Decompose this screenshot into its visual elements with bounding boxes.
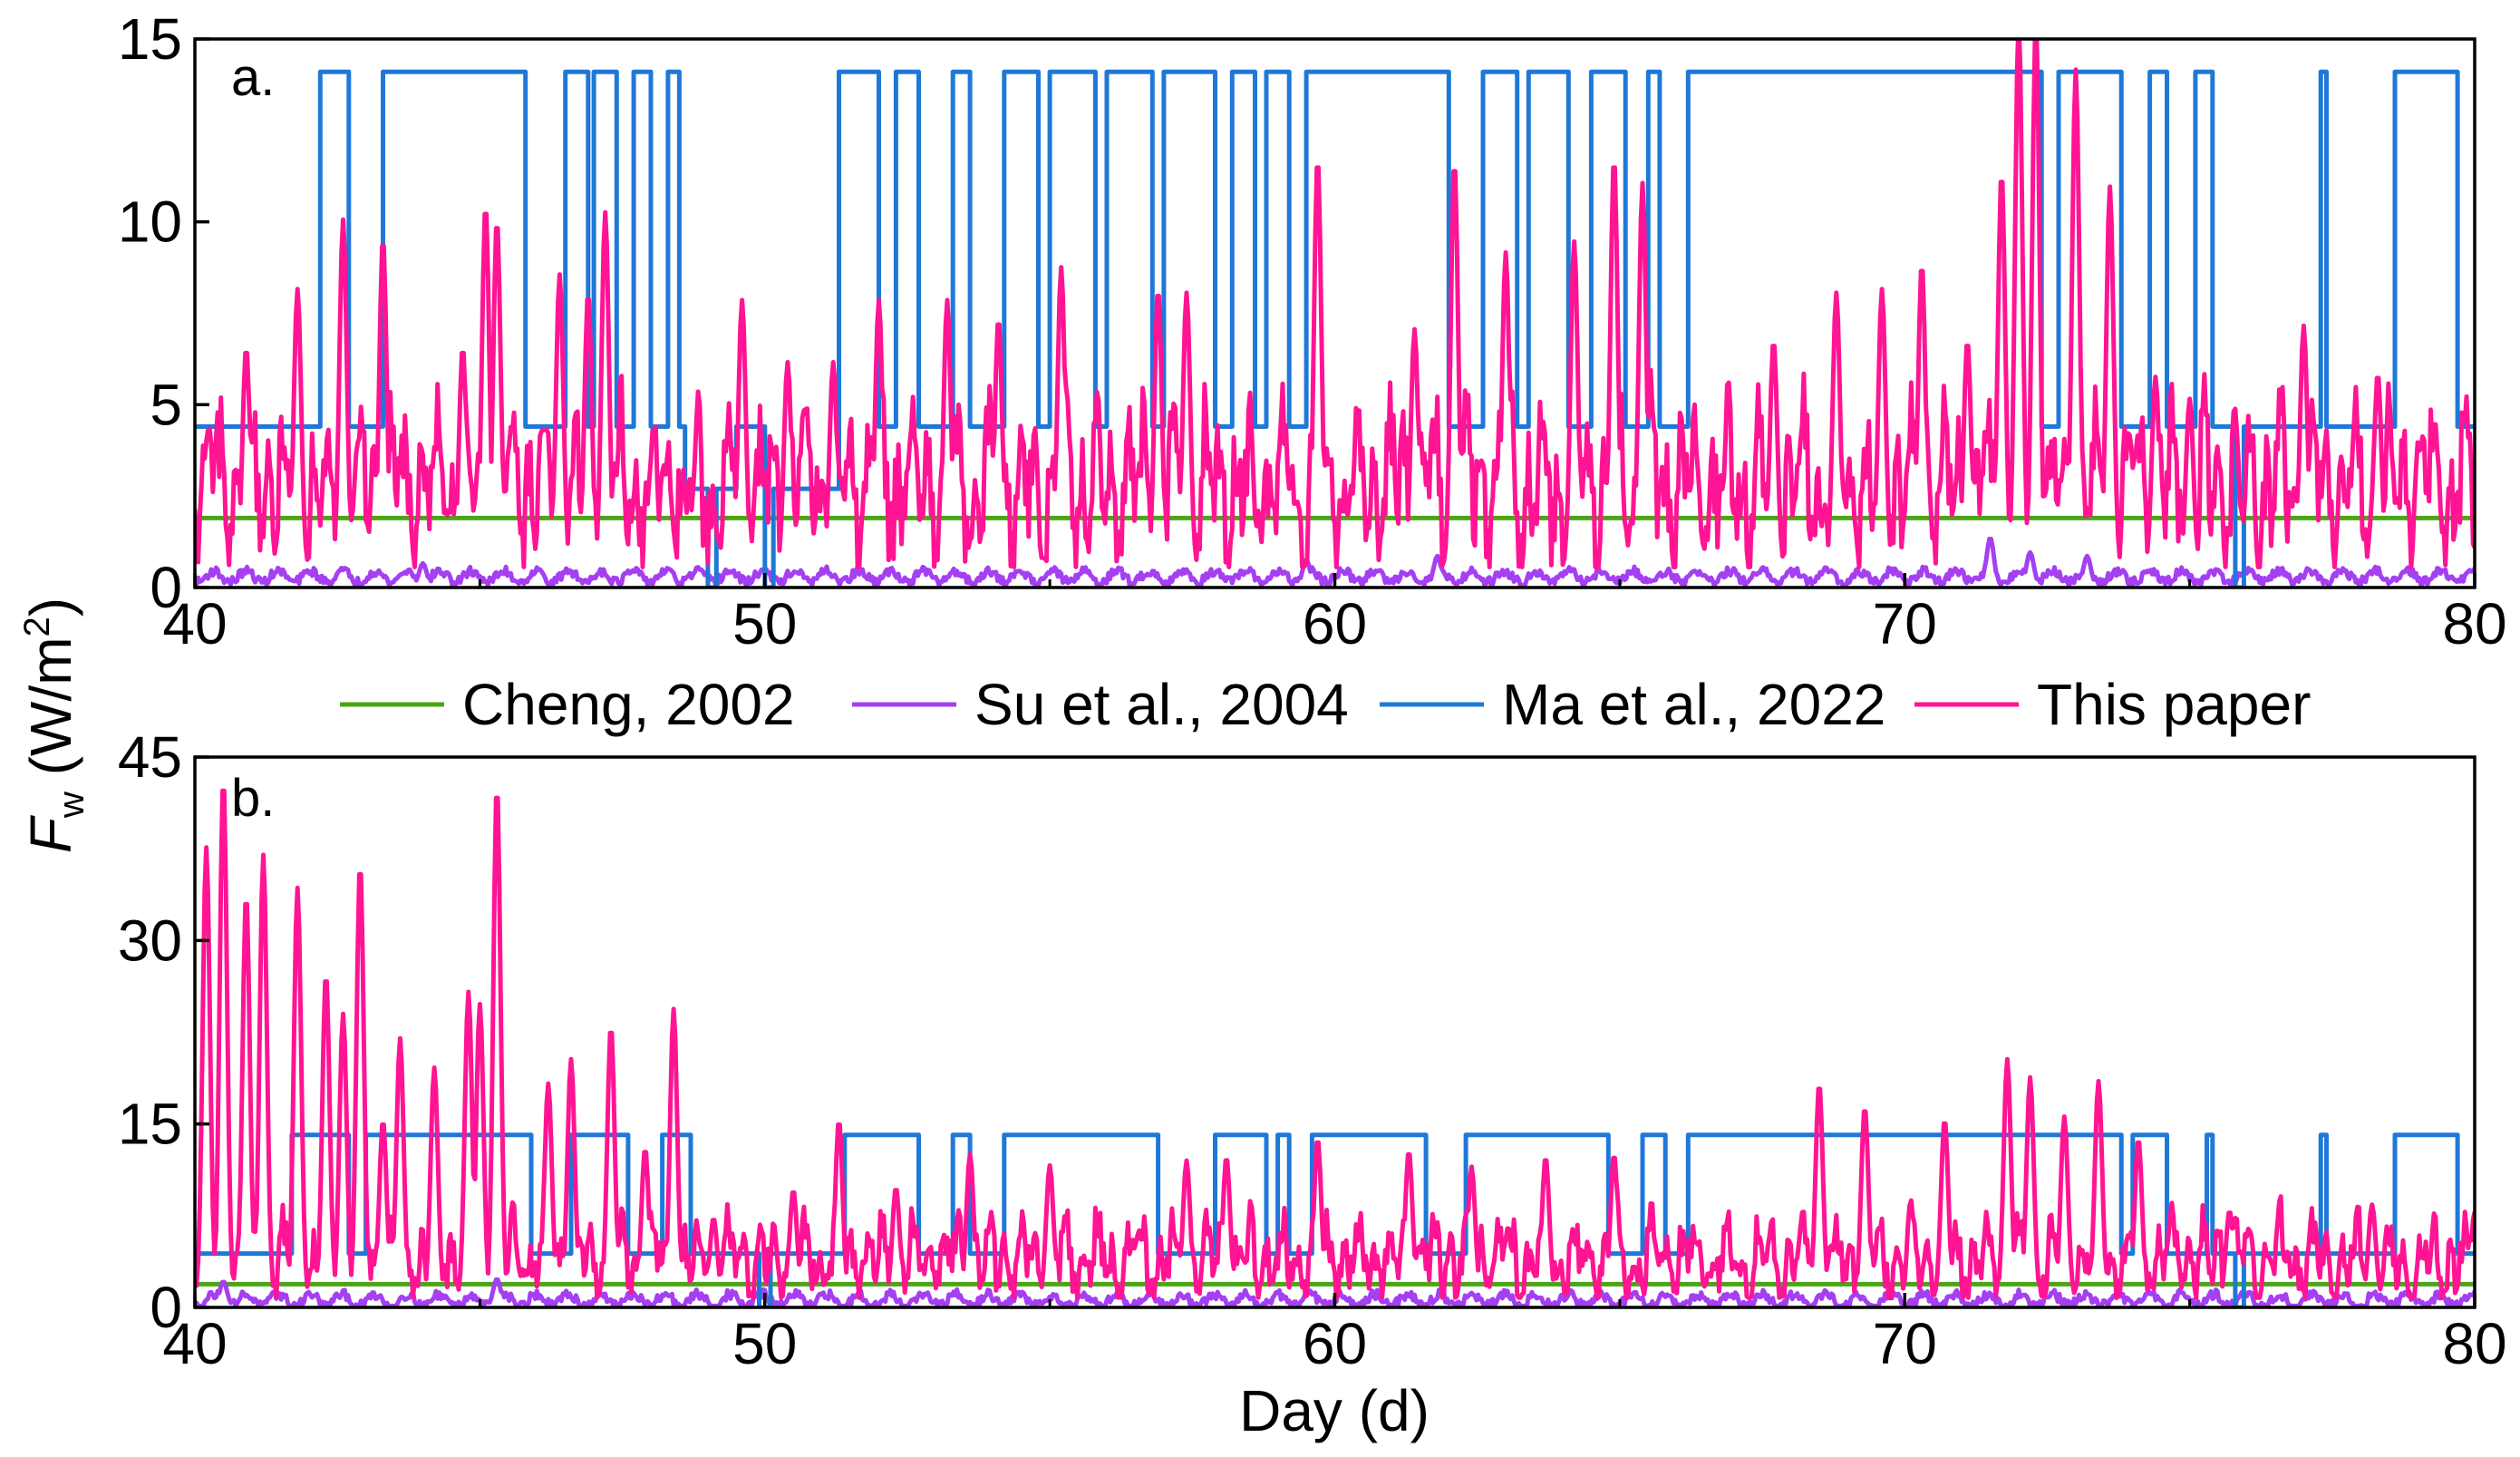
y-axis-close: ) <box>18 597 83 617</box>
x-tick-label-b-50: 50 <box>732 1311 797 1376</box>
legend-label-2: Ma et al., 2022 <box>1502 672 1885 737</box>
y-tick-label-a-5: 5 <box>150 372 182 437</box>
x-tick-label-b-70: 70 <box>1873 1311 1937 1376</box>
x-tick-label-b-60: 60 <box>1303 1311 1367 1376</box>
x-tick-label-a-40: 40 <box>162 591 227 656</box>
panel-a-ticks: 40 50 60 70 80 0 5 10 15 <box>118 6 2507 656</box>
y-axis-units: (W/m <box>18 636 83 792</box>
legend-label-0: Cheng, 2002 <box>462 672 795 737</box>
x-tick-label-a-50: 50 <box>732 591 797 656</box>
svg-text:Fw (W/m2): Fw (W/m2) <box>17 597 92 853</box>
y-tick-label-a-0: 0 <box>150 555 182 620</box>
series-line-b-this-paper <box>195 788 2475 1300</box>
panel-b: 40 50 60 70 80 0 15 30 45 b. <box>118 724 2507 1376</box>
y-axis-title: Fw (W/m2) <box>17 597 92 853</box>
panel-a-series <box>195 39 2475 588</box>
legend-label-1: Su et al., 2004 <box>974 672 1349 737</box>
x-tick-label-a-70: 70 <box>1873 591 1937 656</box>
y-axis-symbol: F <box>18 814 83 853</box>
legend: Cheng, 2002 Su et al., 2004 Ma et al., 202… <box>340 672 2311 737</box>
x-tick-label-a-80: 80 <box>2442 591 2506 656</box>
panel-b-ticks: 40 50 60 70 80 0 15 30 45 <box>118 724 2507 1376</box>
panel-b-label: b. <box>231 769 275 828</box>
y-tick-label-b-30: 30 <box>118 908 182 973</box>
x-axis-title: Day (d) <box>1239 1378 1430 1443</box>
x-tick-label-a-60: 60 <box>1303 591 1367 656</box>
y-axis-subscript: w <box>52 792 92 819</box>
panel-a: 40 50 60 70 80 0 5 10 15 a. <box>118 6 2507 656</box>
y-tick-label-b-0: 0 <box>150 1275 182 1340</box>
x-tick-label-b-80: 80 <box>2442 1311 2506 1376</box>
x-tick-label-b-40: 40 <box>162 1311 227 1376</box>
panel-a-label: a. <box>231 48 275 107</box>
panel-b-series <box>195 788 2475 1307</box>
y-axis-sup: 2 <box>17 617 57 636</box>
series-line-a-this-paper <box>195 39 2475 569</box>
y-tick-label-a-10: 10 <box>118 189 182 255</box>
y-tick-label-b-45: 45 <box>118 724 182 790</box>
y-tick-label-b-15: 15 <box>118 1092 182 1157</box>
legend-label-3: This paper <box>2037 672 2311 737</box>
y-tick-label-a-15: 15 <box>118 6 182 72</box>
